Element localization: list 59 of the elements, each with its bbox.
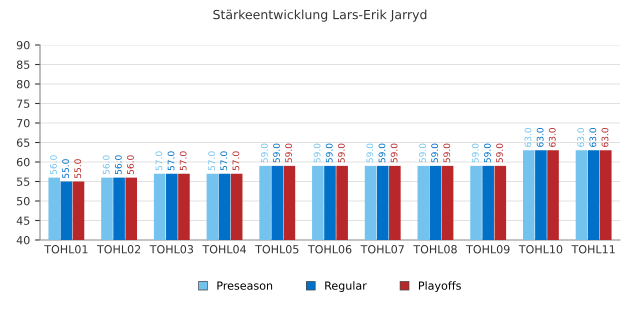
data-label: 63.0 — [536, 128, 544, 147]
x-tick-label: TOHL05 — [255, 245, 298, 254]
y-tick-label: 55 — [16, 178, 30, 186]
data-label: 57.0 — [232, 151, 240, 170]
x-tick-label: TOHL11 — [571, 245, 615, 254]
data-label: 57.0 — [220, 151, 228, 170]
legend-label: Regular — [325, 281, 367, 292]
y-tick-label: 70 — [17, 118, 30, 128]
y-tick-label: 65 — [16, 138, 30, 147]
chart-title: Stärkeentwicklung Lars-Erik Jarryd — [213, 10, 426, 22]
data-label: 56.0 — [127, 155, 134, 174]
data-label: 59.0 — [338, 144, 345, 162]
x-tick-label: TOHL07 — [360, 245, 404, 254]
legend-label: Preseason — [217, 282, 272, 290]
data-label: 59.0 — [390, 144, 398, 162]
legend-label: Playoffs — [418, 281, 461, 292]
data-label: 63.0 — [548, 128, 556, 147]
data-label: 57.0 — [180, 151, 187, 170]
data-label: 55.0 — [74, 159, 82, 178]
data-label: 56.0 — [50, 155, 57, 174]
data-label: 57.0 — [208, 151, 216, 170]
x-tick-label: TOHL08 — [413, 245, 457, 254]
y-tick-label: 50 — [16, 196, 30, 206]
y-tick-label: 90 — [16, 40, 30, 50]
data-label: 59.0 — [326, 144, 333, 162]
data-label: 59.0 — [285, 144, 292, 162]
x-tick-label: TOHL09 — [466, 245, 510, 254]
data-label: 63.0 — [602, 128, 608, 147]
x-tick-label: TOHL10 — [518, 245, 562, 254]
data-label: 59.0 — [431, 144, 438, 162]
data-label: 59.0 — [273, 144, 280, 162]
x-tick-label: TOHL03 — [150, 245, 194, 254]
data-label: 59.0 — [314, 144, 320, 162]
x-tick-label: TOHL01 — [44, 245, 88, 254]
data-label: 59.0 — [419, 144, 426, 162]
data-label: 63.0 — [577, 128, 584, 147]
data-label: 59.0 — [378, 144, 386, 162]
data-label: 57.0 — [155, 151, 162, 170]
data-label: 59.0 — [484, 144, 491, 162]
data-label: 59.0 — [496, 144, 503, 162]
data-label: 59.0 — [366, 144, 374, 162]
data-label: 63.0 — [589, 128, 596, 147]
data-label: 59.0 — [260, 144, 268, 162]
data-label: 56.0 — [114, 155, 122, 174]
x-tick-label: TOHL06 — [308, 245, 352, 254]
y-tick-label: 45 — [16, 216, 30, 225]
data-label: 59.0 — [443, 144, 450, 162]
x-tick-label: TOHL04 — [202, 245, 246, 254]
data-label: 56.0 — [102, 155, 110, 174]
y-tick-label: 85 — [16, 60, 30, 69]
x-tick-label: TOHL02 — [96, 245, 140, 254]
y-tick-label: 75 — [17, 100, 30, 108]
data-label: 63.0 — [524, 128, 532, 147]
data-label: 59.0 — [472, 144, 479, 162]
y-tick-label: 80 — [16, 80, 30, 88]
y-tick-label: 40 — [16, 236, 30, 244]
data-label: 55.0 — [62, 159, 69, 178]
y-tick-label: 60 — [16, 158, 30, 166]
data-label: 57.0 — [168, 151, 174, 170]
